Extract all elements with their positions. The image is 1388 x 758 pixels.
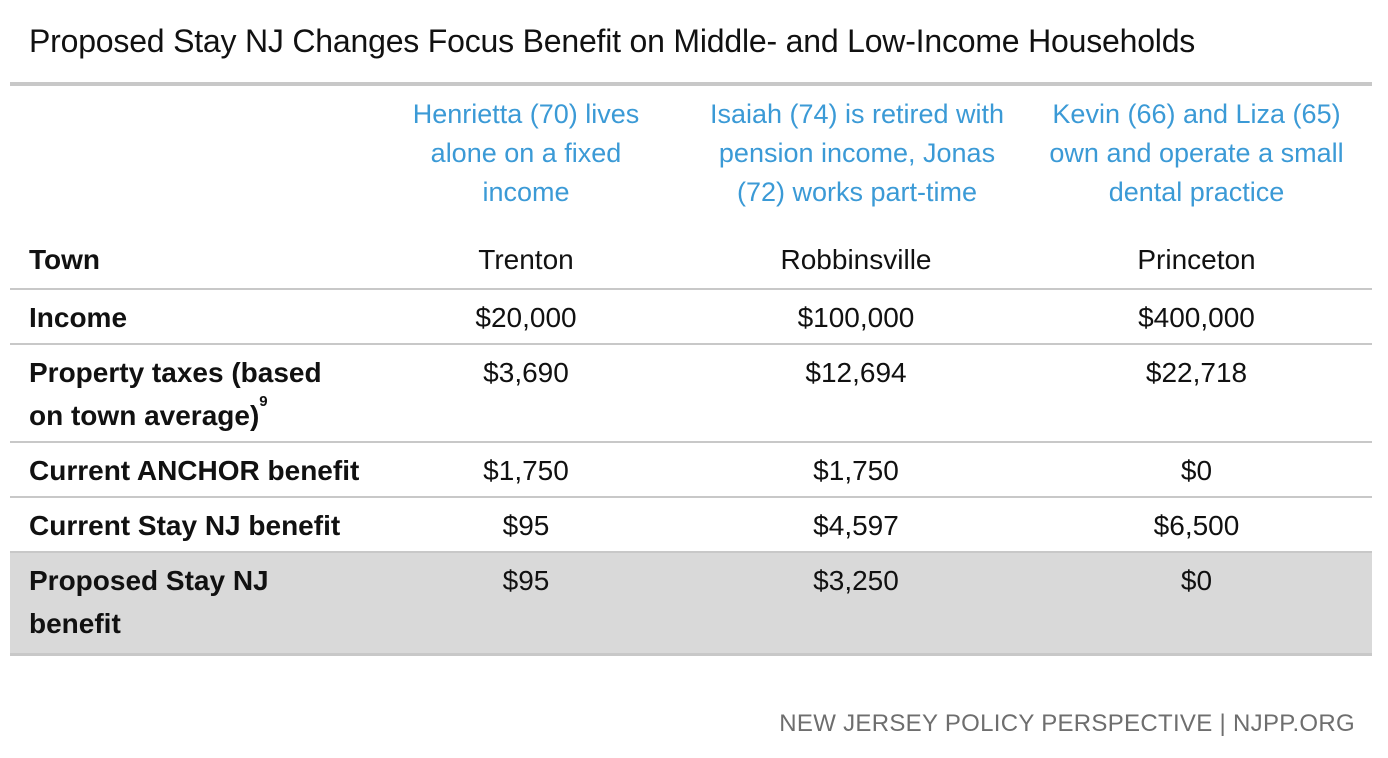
table-cell: $4,597 xyxy=(691,496,1021,552)
persona-header-cell: Henrietta (70) lives alone on a fixed in… xyxy=(361,86,691,238)
table-row-income: Income $20,000 $100,000 $400,000 xyxy=(10,288,1372,344)
table-cell: $1,750 xyxy=(691,441,1021,497)
page-title: Proposed Stay NJ Changes Focus Benefit o… xyxy=(29,23,1196,59)
persona-header-cell: Kevin (66) and Liza (65) own and operate… xyxy=(1021,86,1372,238)
table-cell: Trenton xyxy=(478,244,574,275)
row-label-cell: Property taxes (based on town average)9 xyxy=(10,343,361,442)
table-cell: $6,500 xyxy=(1021,496,1372,552)
table-cell: $1,750 xyxy=(361,441,691,497)
footnote-marker: 9 xyxy=(259,393,268,410)
table-row-anchor-benefit: Current ANCHOR benefit $1,750 $1,750 $0 xyxy=(10,441,1372,497)
persona-description: Isaiah (74) is retired with pension inco… xyxy=(709,99,1005,207)
table-cell: $3,250 xyxy=(691,551,1021,656)
comparison-table: Henrietta (70) lives alone on a fixed in… xyxy=(10,86,1372,656)
row-label: Income xyxy=(10,288,361,344)
table-cell: $400,000 xyxy=(1021,288,1372,344)
table-cell: $20,000 xyxy=(361,288,691,344)
table-row-property-taxes: Property taxes (based on town average)9 … xyxy=(10,343,1372,442)
row-label: Proposed Stay NJ benefit xyxy=(10,551,361,656)
table-row-town: Town Trenton Robbinsville Princeton xyxy=(10,238,1372,289)
table-cell: $95 xyxy=(361,496,691,552)
table-cell: $100,000 xyxy=(691,288,1021,344)
table-cell: $0 xyxy=(1021,551,1372,656)
persona-description: Henrietta (70) lives alone on a fixed in… xyxy=(412,99,640,207)
table-cell: $22,718 xyxy=(1021,343,1372,442)
table-cell: Robbinsville xyxy=(780,244,932,275)
source-credit: NEW JERSEY POLICY PERSPECTIVE | NJPP.ORG xyxy=(779,710,1355,737)
persona-header-row: Henrietta (70) lives alone on a fixed in… xyxy=(10,86,1372,238)
table-cell: $12,694 xyxy=(691,343,1021,442)
row-label: Property taxes (based on town average) xyxy=(29,357,322,431)
persona-header-cell: Isaiah (74) is retired with pension inco… xyxy=(691,86,1021,238)
row-label: Current Stay NJ benefit xyxy=(10,496,361,552)
table-row-proposed-stay-nj: Proposed Stay NJ benefit $95 $3,250 $0 xyxy=(10,551,1372,656)
title-divider xyxy=(10,82,1372,86)
table-cell: $3,690 xyxy=(361,343,691,442)
row-label: Current ANCHOR benefit xyxy=(10,441,361,497)
table-cell: $0 xyxy=(1021,441,1372,497)
table-cell: Princeton xyxy=(1137,244,1256,275)
header-corner-cell xyxy=(10,86,361,238)
row-label: Town xyxy=(29,244,101,275)
persona-description: Kevin (66) and Liza (65) own and operate… xyxy=(1049,99,1344,207)
table-cell: $95 xyxy=(361,551,691,656)
table-row-current-stay-nj: Current Stay NJ benefit $95 $4,597 $6,50… xyxy=(10,496,1372,552)
